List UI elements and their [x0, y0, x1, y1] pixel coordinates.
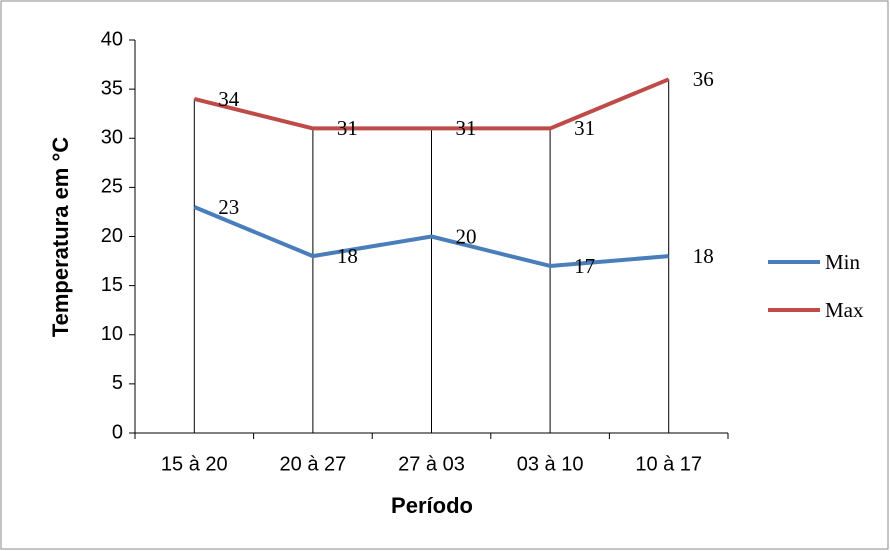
x-tick-label: 27 à 03 [398, 453, 465, 475]
data-label: 31 [574, 116, 595, 140]
legend-label: Min [825, 250, 861, 274]
x-tick-label: 20 à 27 [280, 453, 347, 475]
series-line [193, 77, 670, 131]
data-label: 23 [218, 195, 239, 219]
y-tick-label: 40 [101, 28, 123, 50]
data-label: 31 [456, 116, 477, 140]
data-label: 18 [693, 244, 714, 268]
x-tick-label: 03 à 10 [517, 453, 584, 475]
y-tick-label: 5 [112, 372, 123, 394]
data-label: 20 [456, 224, 477, 248]
data-label: 17 [574, 254, 595, 278]
y-tick-label: 30 [101, 127, 123, 149]
data-label: 34 [218, 87, 240, 111]
y-tick-label: 35 [101, 77, 123, 99]
data-label: 31 [337, 116, 358, 140]
series-line [193, 205, 669, 268]
y-tick-label: 0 [112, 421, 123, 443]
y-axis-label: Temperatura em °C [48, 137, 73, 337]
y-tick-label: 10 [101, 323, 123, 345]
data-label: 18 [337, 244, 358, 268]
x-tick-label: 10 à 17 [635, 453, 702, 475]
x-tick-label: 15 à 20 [161, 453, 228, 475]
legend-label: Max [825, 298, 864, 322]
y-tick-label: 20 [101, 225, 123, 247]
x-axis-label: Período [391, 493, 473, 518]
data-label: 36 [693, 67, 714, 91]
y-tick-label: 25 [101, 176, 123, 198]
y-tick-label: 15 [101, 274, 123, 296]
